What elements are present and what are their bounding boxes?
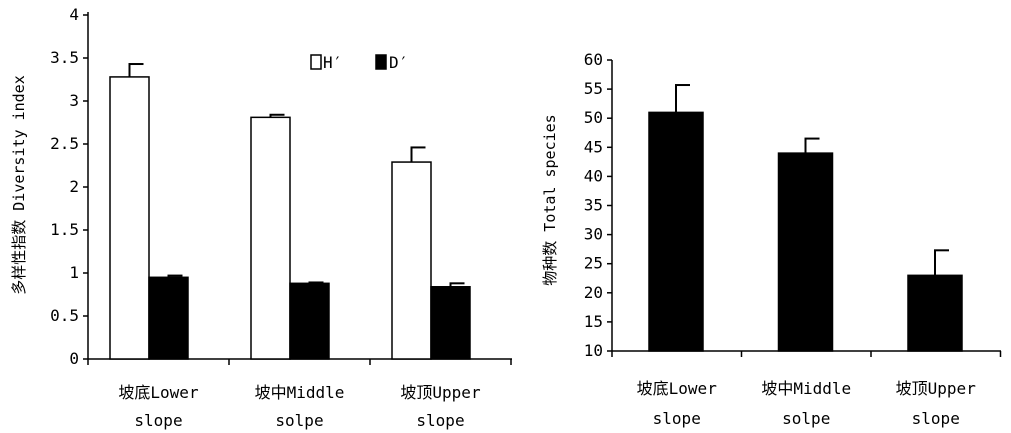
category-label: 坡底Lower: [118, 383, 199, 402]
legend-label-h: H′: [323, 53, 342, 72]
bar: [148, 276, 189, 360]
category-label: 坡底Lower: [637, 379, 718, 398]
legend-swatch-h: [310, 54, 322, 70]
category-label: 坡顶Upper: [400, 383, 481, 402]
bar: [777, 152, 834, 352]
y-tick-label: 40: [584, 166, 603, 185]
bar: [250, 116, 291, 360]
y-tick-label: 35: [584, 196, 603, 215]
chart-diversity: 00.511.522.533.54 多样性指数 Diversity index …: [10, 5, 512, 430]
bar: [289, 282, 330, 360]
category-label: slope: [416, 411, 464, 430]
y-tick-label: 60: [584, 50, 603, 69]
bar: [391, 161, 432, 360]
y-tick-label: 2: [69, 177, 79, 196]
legend-label-d: D′: [389, 53, 408, 72]
y-tick-label: 50: [584, 108, 603, 127]
legend: H′ D′: [310, 53, 408, 72]
category-label: slope: [134, 411, 182, 430]
legend-swatch-d: [375, 54, 387, 70]
category-label: 坡中Middle: [255, 383, 345, 402]
bar: [109, 76, 150, 360]
y-tick-label: 55: [584, 79, 603, 98]
y-tick-label: 15: [584, 312, 603, 331]
bar: [907, 274, 963, 352]
bar: [430, 286, 471, 360]
y-tick-label: 3.5: [50, 48, 79, 67]
y-tick-label: 1.5: [50, 220, 79, 239]
y-tick-label: 2.5: [50, 134, 79, 153]
y-tick-label: 30: [584, 225, 603, 244]
category-label: solpe: [782, 409, 830, 428]
y-axis: 0 0.5 1 1.5 2 2.5 3 3.5 4: [50, 5, 89, 368]
y-tick-label: 1: [69, 263, 79, 282]
y-tick-label: 10: [584, 341, 603, 360]
category-label: solpe: [275, 411, 323, 430]
category-label: 坡顶Upper: [896, 379, 977, 398]
category-label: slope: [653, 409, 701, 428]
y-tick-label: 20: [584, 283, 603, 302]
y-tick-label: 3: [69, 91, 79, 110]
y-tick-label: 0: [69, 349, 79, 368]
y-axis-label: 物种数 Total species: [541, 114, 559, 285]
chart-species: 10 15 20 25 30 35 40 45 50 55 60 物种数 Total species…: [541, 50, 1002, 428]
y-axis-label: 多样性指数 Diversity index: [10, 75, 28, 295]
y-tick-label: 25: [584, 254, 603, 273]
y-tick-label: 4: [69, 5, 79, 24]
y-tick-label: 0.5: [50, 306, 79, 325]
y-tick-label: 45: [584, 137, 603, 156]
category-label: slope: [912, 409, 960, 428]
bar: [648, 111, 704, 352]
category-label: 坡中Middle: [761, 379, 851, 398]
